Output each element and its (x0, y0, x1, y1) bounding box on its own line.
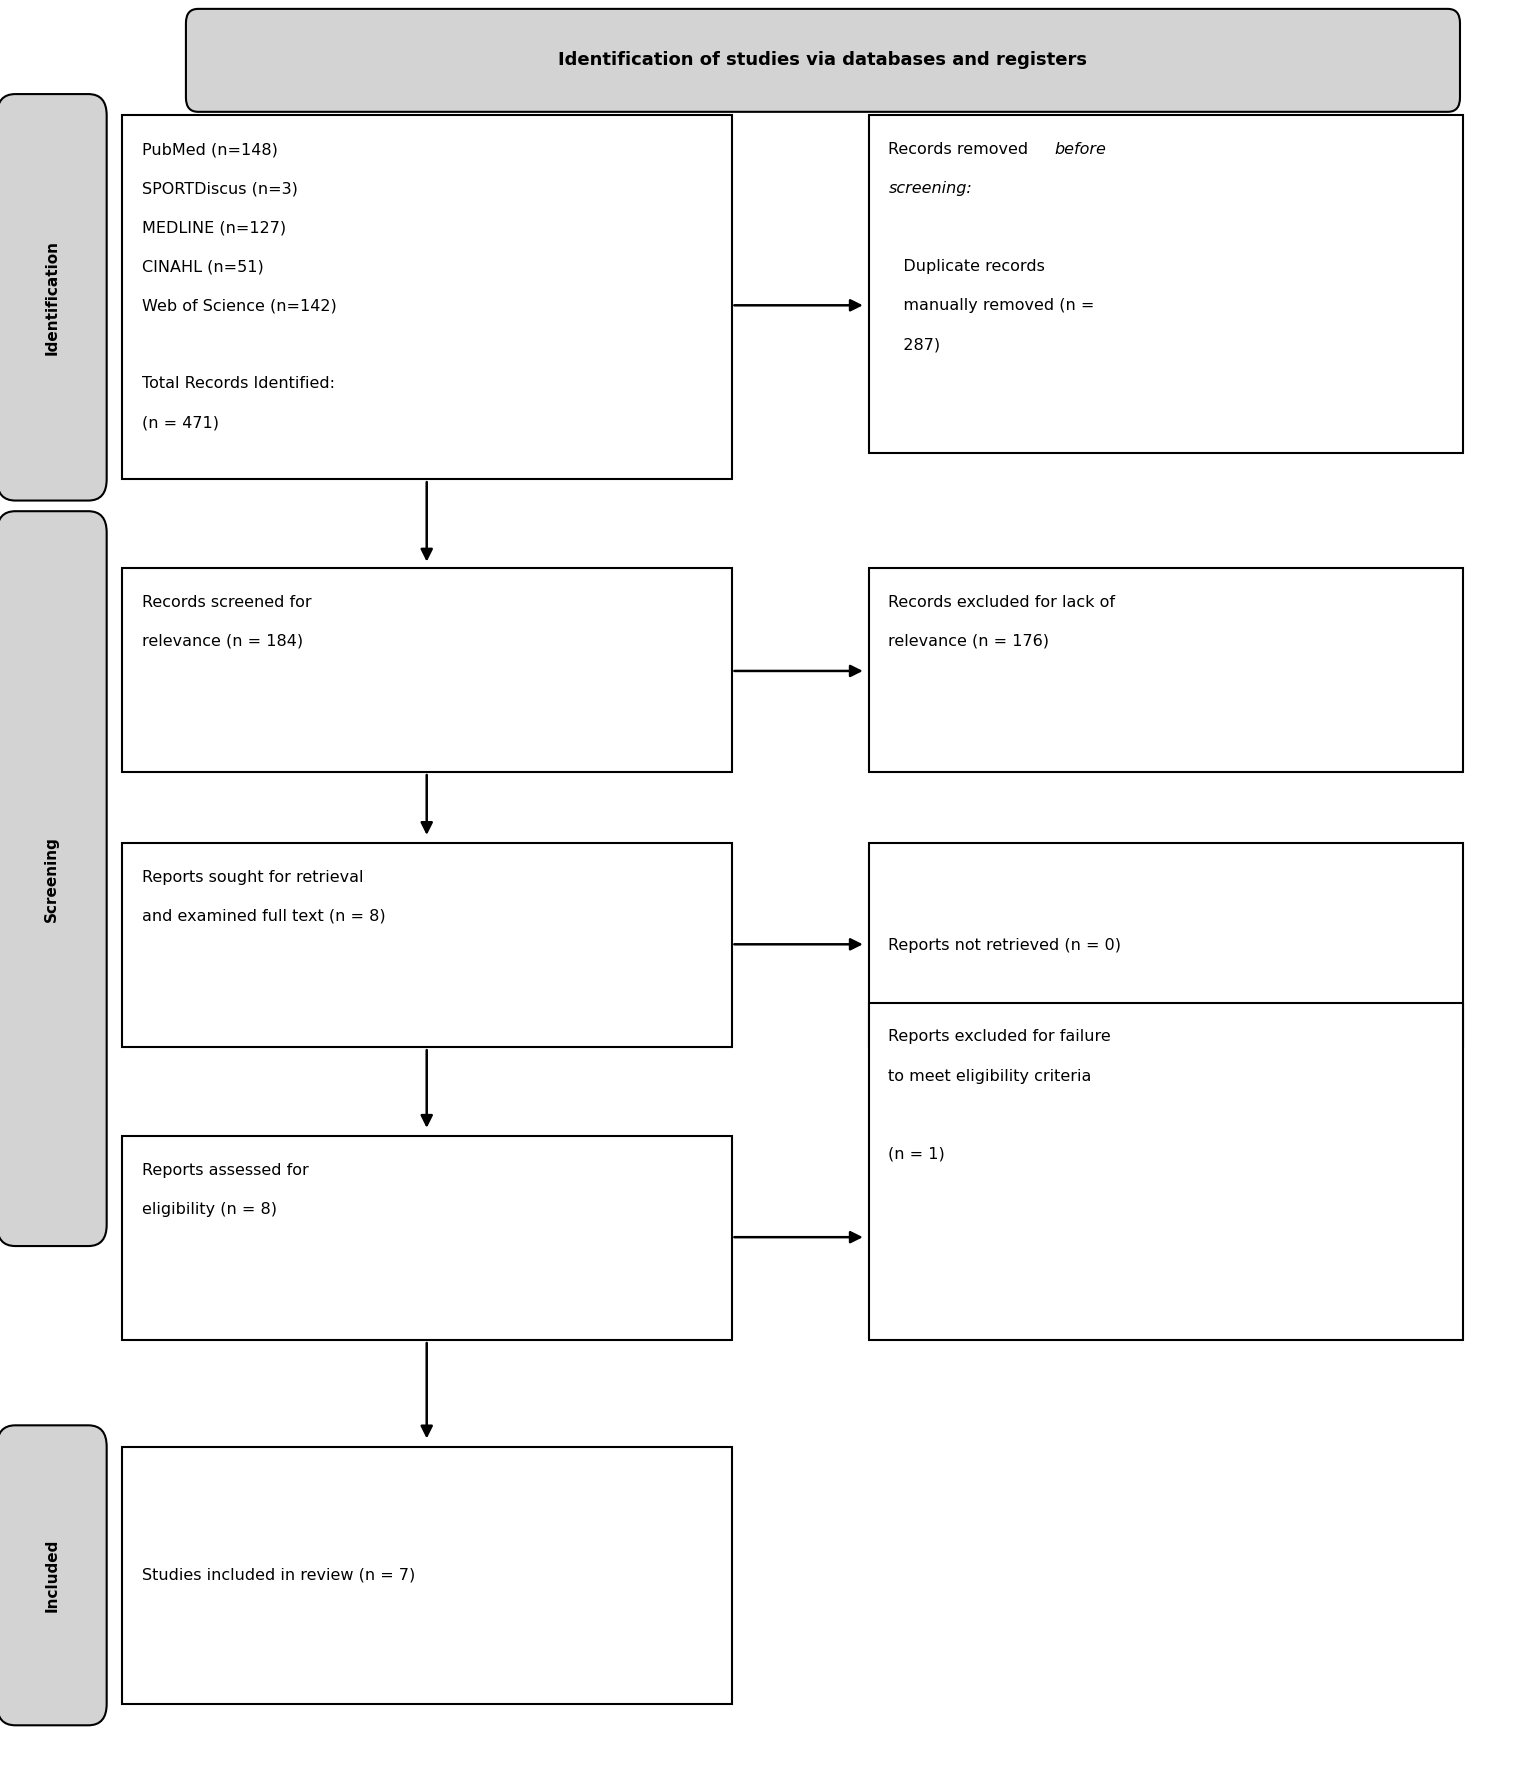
Text: (n = 471): (n = 471) (142, 415, 219, 430)
Text: screening:: screening: (888, 181, 972, 195)
Text: Included: Included (44, 1539, 59, 1612)
FancyBboxPatch shape (0, 94, 107, 501)
Text: Identification of studies via databases and registers: Identification of studies via databases … (558, 51, 1088, 69)
FancyBboxPatch shape (186, 9, 1460, 112)
Text: Duplicate records: Duplicate records (888, 259, 1045, 273)
Text: 287): 287) (888, 337, 940, 351)
FancyBboxPatch shape (122, 568, 732, 772)
Text: PubMed (n=148): PubMed (n=148) (142, 142, 277, 156)
Text: Screening: Screening (44, 836, 59, 921)
Text: before: before (1055, 142, 1106, 156)
FancyBboxPatch shape (122, 115, 732, 479)
Text: MEDLINE (n=127): MEDLINE (n=127) (142, 220, 287, 234)
Text: relevance (n = 176): relevance (n = 176) (888, 634, 1050, 648)
FancyBboxPatch shape (122, 843, 732, 1047)
Text: manually removed (n =: manually removed (n = (888, 298, 1094, 312)
FancyBboxPatch shape (122, 1447, 732, 1704)
Text: SPORTDiscus (n=3): SPORTDiscus (n=3) (142, 181, 297, 195)
Text: Reports excluded for failure: Reports excluded for failure (888, 1030, 1111, 1044)
FancyBboxPatch shape (869, 568, 1463, 772)
Text: Records removed: Records removed (888, 142, 1033, 156)
Text: Records excluded for lack of: Records excluded for lack of (888, 595, 1116, 609)
Text: Identification: Identification (44, 240, 59, 355)
Text: Reports not retrieved (n = 0): Reports not retrieved (n = 0) (888, 937, 1122, 953)
FancyBboxPatch shape (0, 1425, 107, 1725)
Text: Web of Science (n=142): Web of Science (n=142) (142, 298, 337, 312)
Text: and examined full text (n = 8): and examined full text (n = 8) (142, 909, 386, 923)
FancyBboxPatch shape (869, 843, 1463, 1047)
Text: Total Records Identified:: Total Records Identified: (142, 376, 335, 390)
FancyBboxPatch shape (0, 511, 107, 1246)
Text: Reports sought for retrieval: Reports sought for retrieval (142, 870, 363, 884)
Text: Records screened for: Records screened for (142, 595, 311, 609)
Text: relevance (n = 184): relevance (n = 184) (142, 634, 303, 648)
FancyBboxPatch shape (869, 115, 1463, 453)
FancyBboxPatch shape (869, 1003, 1463, 1340)
Text: Studies included in review (n = 7): Studies included in review (n = 7) (142, 1567, 415, 1583)
Text: (n = 1): (n = 1) (888, 1147, 945, 1161)
Text: CINAHL (n=51): CINAHL (n=51) (142, 259, 264, 273)
Text: Reports assessed for: Reports assessed for (142, 1163, 308, 1177)
Text: to meet eligibility criteria: to meet eligibility criteria (888, 1069, 1091, 1083)
Text: eligibility (n = 8): eligibility (n = 8) (142, 1202, 277, 1216)
FancyBboxPatch shape (122, 1136, 732, 1340)
